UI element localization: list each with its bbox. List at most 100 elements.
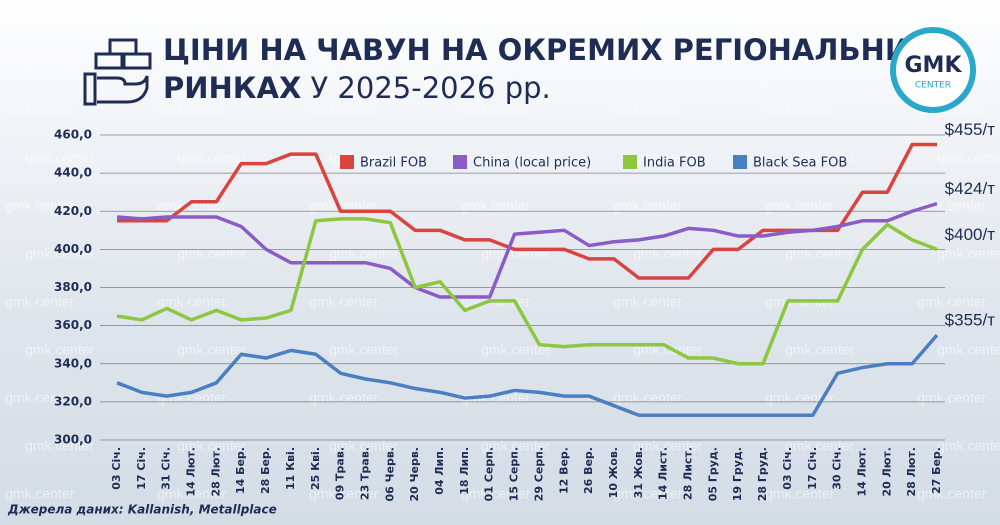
end-label: $424/т (945, 179, 996, 198)
x-tick-label: 17 Січ. (806, 447, 819, 490)
legend-swatch (453, 155, 467, 169)
watermark: gmk.center (157, 102, 227, 118)
logo-sub: CENTER (915, 81, 951, 91)
title-rest: У 2025-2026 рр. (311, 71, 551, 105)
x-tick-label: 31 Жов. (632, 447, 645, 498)
watermark: gmk.center (785, 438, 855, 454)
x-tick-label: 12 Вер. (557, 447, 570, 494)
watermark: gmk.center (937, 438, 1000, 454)
x-tick-label: 14 Лют. (185, 447, 198, 497)
watermark: gmk.center (309, 486, 379, 502)
watermark: gmk.center (765, 198, 835, 214)
x-tick-label: 28 Груд. (756, 447, 769, 501)
y-tick-label: 300,0 (54, 433, 92, 447)
watermark: gmk.center (917, 198, 987, 214)
watermark: gmk.center (481, 342, 551, 358)
logo: GMK CENTER (890, 27, 976, 113)
title-line1: ЦІНИ НА ЧАВУН НА ОКРЕМИХ РЕГІОНАЛЬНИХ (163, 33, 931, 67)
watermark: gmk.center (785, 54, 855, 70)
watermark: gmk.center (25, 438, 95, 454)
watermark: gmk.center (25, 246, 95, 262)
x-tick-label: 20 Черв. (408, 447, 421, 502)
watermark: gmk.center (613, 486, 683, 502)
y-tick-label: 460,0 (54, 128, 92, 142)
watermark: gmk.center (5, 294, 75, 310)
watermark: gmk.center (5, 198, 75, 214)
x-tick-label: 30 Січ. (831, 447, 844, 490)
watermark: gmk.center (157, 294, 227, 310)
x-tick-label: 06 Черв. (383, 447, 396, 502)
watermark: gmk.center (329, 342, 399, 358)
watermark: gmk.center (177, 342, 247, 358)
legend-swatch (623, 155, 637, 169)
x-tick-label: 17 Січ. (135, 447, 148, 490)
watermark: gmk.center (5, 102, 75, 118)
y-tick-label: 320,0 (54, 394, 92, 408)
source: Джерела даних: Kallanish, Metallplace (7, 503, 277, 517)
watermark: gmk.center (633, 150, 703, 166)
title-bold: РИНКАХ (163, 71, 301, 105)
watermark: gmk.center (309, 390, 379, 406)
x-tick-label: 03 Січ. (781, 447, 794, 490)
x-tick-label: 28 Лист. (682, 447, 695, 500)
x-tick-label: 23 Трав. (358, 447, 371, 500)
legend-swatch (733, 155, 747, 169)
watermark: gmk.center (461, 198, 531, 214)
watermark: gmk.center (309, 102, 379, 118)
watermark: gmk.center (633, 438, 703, 454)
watermark: gmk.center (461, 102, 531, 118)
watermark: gmk.center (5, 6, 75, 22)
watermark: gmk.center (917, 6, 987, 22)
watermark: gmk.center (157, 486, 227, 502)
watermark: gmk.center (481, 438, 551, 454)
x-tick-label: 28 Лют. (209, 447, 222, 497)
watermark: gmk.center (329, 54, 399, 70)
watermark: gmk.center (309, 294, 379, 310)
watermark: gmk.center (785, 246, 855, 262)
watermark: gmk.center (937, 342, 1000, 358)
x-tick-label: 01 Серп. (483, 447, 496, 501)
watermark: gmk.center (329, 246, 399, 262)
x-tick-label: 20 Лют. (880, 447, 893, 497)
watermark: gmk.center (765, 102, 835, 118)
watermark: gmk.center (177, 438, 247, 454)
x-tick-label: 03 Січ. (110, 447, 123, 490)
watermark: gmk.center (917, 390, 987, 406)
watermarks: gmk.center gmk.center gmk.center gmk.center… (5, 6, 1000, 502)
watermark: gmk.center (917, 294, 987, 310)
y-tick-label: 340,0 (54, 356, 92, 370)
x-tick-label: 04 Лип. (433, 447, 446, 495)
watermark: gmk.center (157, 6, 227, 22)
x-tick-label: 09 Трав. (334, 447, 347, 500)
watermark: gmk.center (633, 246, 703, 262)
y-tick-label: 400,0 (54, 242, 92, 256)
watermark: gmk.center (481, 54, 551, 70)
watermark: gmk.center (765, 6, 835, 22)
watermark: gmk.center (937, 150, 1000, 166)
x-tick-label: 26 Вер. (582, 447, 595, 494)
watermark: gmk.center (613, 102, 683, 118)
y-tick-label: 380,0 (54, 280, 92, 294)
watermark: gmk.center (481, 150, 551, 166)
legend-label: Black Sea FOB (753, 156, 847, 171)
watermark: gmk.center (461, 486, 531, 502)
watermark: gmk.center (25, 342, 95, 358)
watermark: gmk.center (177, 246, 247, 262)
x-tick-label: 27 Бер. (930, 447, 943, 494)
series-line (116, 217, 938, 366)
x-tick-label: 29 Серп. (532, 447, 545, 501)
y-tick-label: 360,0 (54, 318, 92, 332)
x-tick-label: 14 Бер. (234, 447, 247, 494)
end-label: $355/т (945, 311, 996, 330)
y-tick-label: 420,0 (54, 204, 92, 218)
legend-label: Brazil FOB (360, 156, 427, 171)
legend-label: China (local price) (473, 156, 591, 171)
title-icon (83, 38, 152, 106)
watermark: gmk.center (309, 6, 379, 22)
x-tick-label: 15 Серп. (508, 447, 521, 501)
x-tick-label: 10 Жов. (607, 447, 620, 498)
end-label: $455/т (945, 120, 996, 139)
watermark: gmk.center (5, 486, 75, 502)
watermark: gmk.center (25, 54, 95, 70)
watermark: gmk.center (937, 246, 1000, 262)
